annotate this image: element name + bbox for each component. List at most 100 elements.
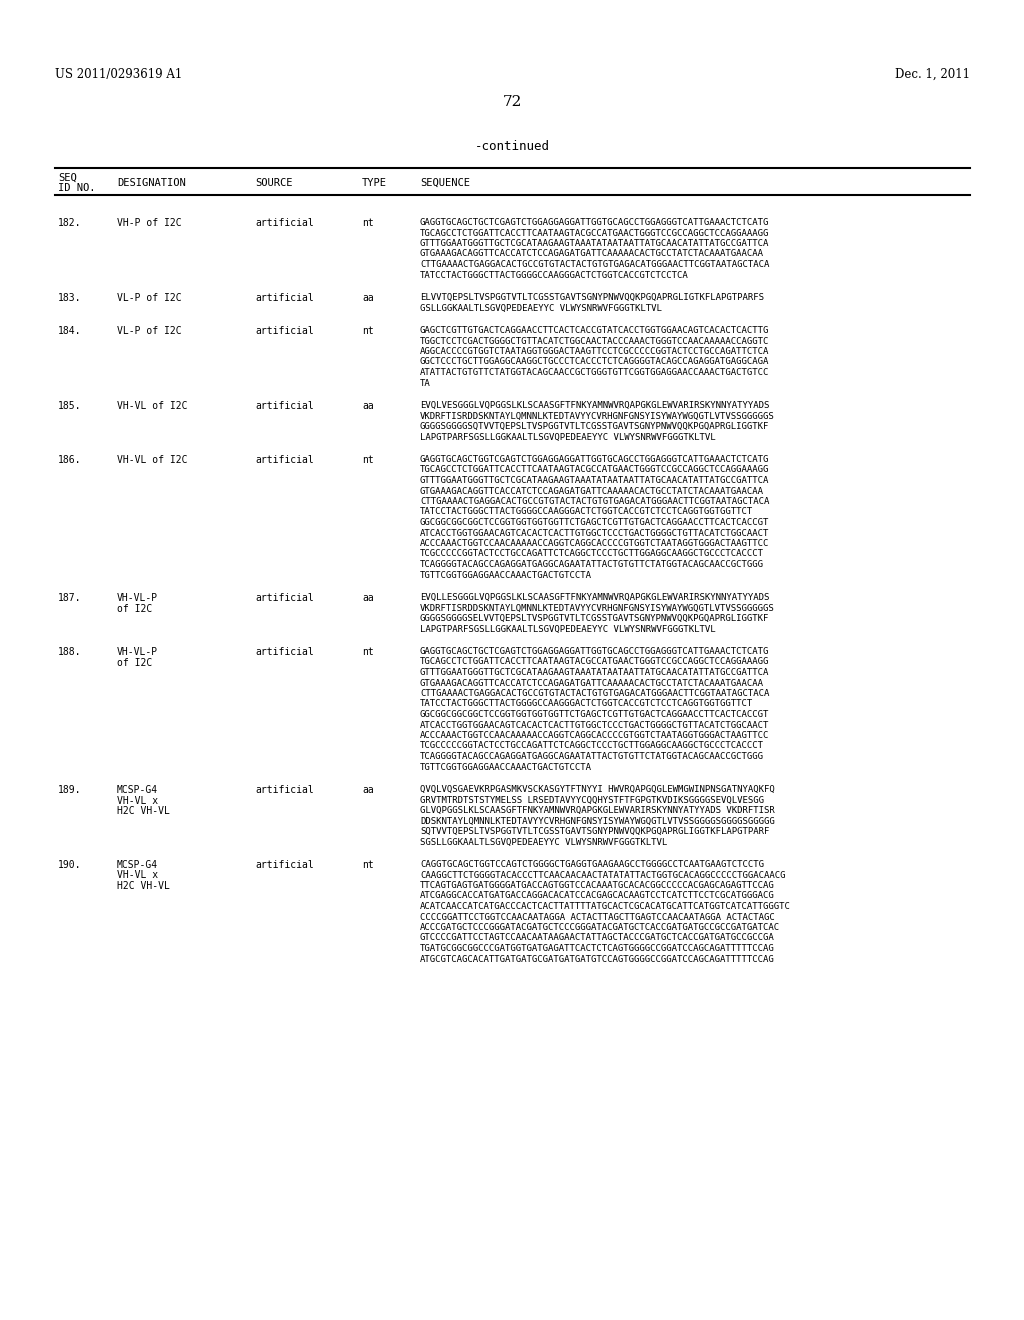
Text: MCSP-G4: MCSP-G4 <box>117 785 158 795</box>
Text: 183.: 183. <box>58 293 82 304</box>
Text: ATATTACTGTGTTCTATGGTACAGCAACCGCTGGGTGTTCGGTGGAGGAACCAAACTGACTGTCC: ATATTACTGTGTTCTATGGTACAGCAACCGCTGGGTGTTC… <box>420 368 769 378</box>
Text: LAPGTPARFSGSLLGGKAALTLSGVQPEDEAEYYC VLWYSNRWVFGGGTKLTVL: LAPGTPARFSGSLLGGKAALTLSGVQPEDEAEYYC VLWY… <box>420 624 716 634</box>
Text: of I2C: of I2C <box>117 603 153 614</box>
Text: VH-VL of I2C: VH-VL of I2C <box>117 455 187 465</box>
Text: CTTGAAAACTGAGGACACTGCCGTGTACTACTGTGTGAGACATGGGAACTTCGGTAATAGCTACA: CTTGAAAACTGAGGACACTGCCGTGTACTACTGTGTGAGA… <box>420 498 769 506</box>
Text: MCSP-G4: MCSP-G4 <box>117 861 158 870</box>
Text: nt: nt <box>362 326 374 337</box>
Text: EVQLVESGGGLVQPGGSLKLSCAASGFTFNKYAMNWVRQAPGKGLEWVARIRSKYNNYATYYADS: EVQLVESGGGLVQPGGSLKLSCAASGFTFNKYAMNWVRQA… <box>420 401 769 411</box>
Text: 189.: 189. <box>58 785 82 795</box>
Text: H2C VH-VL: H2C VH-VL <box>117 880 170 891</box>
Text: nt: nt <box>362 455 374 465</box>
Text: VL-P of I2C: VL-P of I2C <box>117 293 181 304</box>
Text: TCAGGGGTACAGCCAGAGGATGAGGCAGAATATTACTGTGTTCTATGGTACAGCAACCGCTGGG: TCAGGGGTACAGCCAGAGGATGAGGCAGAATATTACTGTG… <box>420 560 764 569</box>
Text: ATCACCTGGTGGAACAGTCACACTCACTTGTGGCTCCCTGACTGGGGCTGTTACATCTGGCAACT: ATCACCTGGTGGAACAGTCACACTCACTTGTGGCTCCCTG… <box>420 528 769 537</box>
Text: QVQLVQSGAEVKRPGASMKVSCKASGYTFTNYYI HWVRQAPGQGLEWMGWINPNSGATNYAQKFQ: QVQLVQSGAEVKRPGASMKVSCKASGYTFTNYYI HWVRQ… <box>420 785 775 795</box>
Text: of I2C: of I2C <box>117 657 153 668</box>
Text: aa: aa <box>362 293 374 304</box>
Text: TYPE: TYPE <box>362 178 387 187</box>
Text: TATCCTACTGGGCTTACTGGGGCCAAGGGACTCTGGTCACCGTCTCCTCAGGTGGTGGTTCT: TATCCTACTGGGCTTACTGGGGCCAAGGGACTCTGGTCAC… <box>420 700 754 709</box>
Text: VH-P of I2C: VH-P of I2C <box>117 218 181 228</box>
Text: TGGCTCCTCGACTGGGGCTGTTACATCTGGCAACTACCCAAACTGGGTCCAACAAAAACCAGGTC: TGGCTCCTCGACTGGGGCTGTTACATCTGGCAACTACCCA… <box>420 337 769 346</box>
Text: -continued: -continued <box>474 140 550 153</box>
Text: GGCGGCGGCGGCTCCGGTGGTGGTGGTTCTGAGCTCGTTGTGACTCAGGAACCTTCACTCACCGT: GGCGGCGGCGGCTCCGGTGGTGGTGGTTCTGAGCTCGTTG… <box>420 517 769 527</box>
Text: DDSKNTAYLQMNNLKTEDTAVYYCVRHGNFGNSYISYWAYWGQGTLVTVSSGGGGSGGGGSGGGGG: DDSKNTAYLQMNNLKTEDTAVYYCVRHGNFGNSYISYWAY… <box>420 817 775 825</box>
Text: GAGGTGCAGCTGCTCGAGTCTGGAGGAGGATTGGTGCAGCCTGGAGGGTCATTGAAACTCTCATG: GAGGTGCAGCTGCTCGAGTCTGGAGGAGGATTGGTGCAGC… <box>420 647 769 656</box>
Text: VH-VL x: VH-VL x <box>117 870 158 880</box>
Text: ACCCAAACTGGTCCAACAAAAACCAGGTCAGGCACCCCGTGGTCTAATAGGTGGGACTAAGTTCC: ACCCAAACTGGTCCAACAAAAACCAGGTCAGGCACCCCGT… <box>420 539 769 548</box>
Text: H2C VH-VL: H2C VH-VL <box>117 807 170 816</box>
Text: ATGCGTCAGCACATTGATGATGCGATGATGATGTCCAGTGGGGCCGGATCCAGCAGATTTTTCCAG: ATGCGTCAGCACATTGATGATGCGATGATGATGTCCAGTG… <box>420 954 775 964</box>
Text: 186.: 186. <box>58 455 82 465</box>
Text: TTCAGTGAGTGATGGGGATGACCAGTGGTCCACAAATGCACACGGCCCCCACGAGCAGAGTTCCAG: TTCAGTGAGTGATGGGGATGACCAGTGGTCCACAAATGCA… <box>420 880 775 890</box>
Text: GAGGTGCAGCTGGTCGAGTCTGGAGGAGGATTGGTGCAGCCTGGAGGGTCATTGAAACTCTCATG: GAGGTGCAGCTGGTCGAGTCTGGAGGAGGATTGGTGCAGC… <box>420 455 769 465</box>
Text: artificial: artificial <box>255 455 313 465</box>
Text: ID NO.: ID NO. <box>58 183 95 193</box>
Text: GGCGGCGGCGGCTCCGGTGGTGGTGGTTCTGAGCTCGTTGTGACTCAGGAACCTTCACTCACCGT: GGCGGCGGCGGCTCCGGTGGTGGTGGTTCTGAGCTCGTTG… <box>420 710 769 719</box>
Text: CAGGTGCAGCTGGTCCAGTCTGGGGCTGAGGTGAAGAAGCCTGGGGCCTCAATGAAGTCTCCTG: CAGGTGCAGCTGGTCCAGTCTGGGGCTGAGGTGAAGAAGC… <box>420 861 764 869</box>
Text: artificial: artificial <box>255 401 313 411</box>
Text: artificial: artificial <box>255 593 313 603</box>
Text: nt: nt <box>362 218 374 228</box>
Text: CTTGAAAACTGAGGACACTGCCGTGTACTACTGTGTGAGACATGGGAACTTCGGTAATAGCTACA: CTTGAAAACTGAGGACACTGCCGTGTACTACTGTGTGAGA… <box>420 689 769 698</box>
Text: GGGGSGGGGSQTVVTQEPSLTVSPGGTVTLTCGSSTGAVTSGNYPNWVQQKPGQAPRGLIGGTKF: GGGGSGGGGSQTVVTQEPSLTVSPGGTVTLTCGSSTGAVT… <box>420 422 769 432</box>
Text: SGSLLGGKAALTLSGVQPEDEAEYYC VLWYSNRWVFGGGTKLTVL: SGSLLGGKAALTLSGVQPEDEAEYYC VLWYSNRWVFGGG… <box>420 837 668 846</box>
Text: AGGCACCCCGTGGTCTAATAGGTGGGACTAAGTTCCTCGCCCCCGGTACTCCTGCCAGATTCTCA: AGGCACCCCGTGGTCTAATAGGTGGGACTAAGTTCCTCGC… <box>420 347 769 356</box>
Text: LAPGTPARFSGSLLGGKAALTLSGVQPEDEAEYYC VLWYSNRWVFGGGTKLTVL: LAPGTPARFSGSLLGGKAALTLSGVQPEDEAEYYC VLWY… <box>420 433 716 441</box>
Text: GSLLGGKAALTLSGVQPEDEAEYYC VLWYSNRWVFGGGTKLTVL: GSLLGGKAALTLSGVQPEDEAEYYC VLWYSNRWVFGGGT… <box>420 304 662 313</box>
Text: GTGAAAGACAGGTTCACCATCTCCAGAGATGATTCAAAAACACTGCCTATCTACAAATGAACAA: GTGAAAGACAGGTTCACCATCTCCAGAGATGATTCAAAAA… <box>420 249 764 259</box>
Text: TA: TA <box>420 379 431 388</box>
Text: aa: aa <box>362 401 374 411</box>
Text: GGGGSGGGGSELVVTQEPSLTVSPGGTVTLTCGSSTGAVTSGNYPNWVQQKPGQAPRGLIGGTKF: GGGGSGGGGSELVVTQEPSLTVSPGGTVTLTCGSSTGAVT… <box>420 614 769 623</box>
Text: CAAGGCTTCTGGGGTACACCCTTCAACAACAACTATATATTACTGGTGCACAGGCCCCCTGGACAACG: CAAGGCTTCTGGGGTACACCCTTCAACAACAACTATATAT… <box>420 870 785 879</box>
Text: GTTTGGAATGGGTTGCTCGCATAAGAAGTAAATATAATAATTATGCAACATATTATGCCGATTCA: GTTTGGAATGGGTTGCTCGCATAAGAAGTAAATATAATAA… <box>420 477 769 484</box>
Text: EVQLLESGGGLVQPGGSLKLSCAASGFTFNKYAMNWVRQAPGKGLEWVARIRSKYNNYATYYADS: EVQLLESGGGLVQPGGSLKLSCAASGFTFNKYAMNWVRQA… <box>420 593 769 602</box>
Text: artificial: artificial <box>255 647 313 657</box>
Text: GRVTMTRDTSTSTYMELSS LRSEDTAVYYCQQHYSTFTFGPGTKVDIKSGGGGSEVQLVESGG: GRVTMTRDTSTSTYMELSS LRSEDTAVYYCQQHYSTFTF… <box>420 796 764 804</box>
Text: VKDRFTISRDDSKNTAYLQMNNLKTEDTAVYYCVRHGNFGNSYISYWAYWGQGTLVTVSSGGGGGS: VKDRFTISRDDSKNTAYLQMNNLKTEDTAVYYCVRHGNFG… <box>420 412 775 421</box>
Text: VL-P of I2C: VL-P of I2C <box>117 326 181 337</box>
Text: TGATGCGGCGGCCCGATGGTGATGAGATTCACTCTCAGTGGGGCCGGATCCAGCAGATTTTTCCAG: TGATGCGGCGGCCCGATGGTGATGAGATTCACTCTCAGTG… <box>420 944 775 953</box>
Text: TGTTCGGTGGAGGAACCAAACTGACTGTCCTA: TGTTCGGTGGAGGAACCAAACTGACTGTCCTA <box>420 763 592 771</box>
Text: 184.: 184. <box>58 326 82 337</box>
Text: 190.: 190. <box>58 861 82 870</box>
Text: TCGCCCCCGGTACTCCTGCCAGATTCTCAGGCTCCCTGCTTGGAGGCAAGGCTGCCCTCACCCT: TCGCCCCCGGTACTCCTGCCAGATTCTCAGGCTCCCTGCT… <box>420 549 764 558</box>
Text: SEQ: SEQ <box>58 173 77 183</box>
Text: TATCCTACTGGGCTTACTGGGGCCAAGGGACTCTGGTCACCGTCTCCTCA: TATCCTACTGGGCTTACTGGGGCCAAGGGACTCTGGTCAC… <box>420 271 689 280</box>
Text: SOURCE: SOURCE <box>255 178 293 187</box>
Text: artificial: artificial <box>255 293 313 304</box>
Text: TCAGGGGTACAGCCAGAGGATGAGGCAGAATATTACTGTGTTCTATGGTACAGCAACCGCTGGG: TCAGGGGTACAGCCAGAGGATGAGGCAGAATATTACTGTG… <box>420 752 764 762</box>
Text: artificial: artificial <box>255 218 313 228</box>
Text: GAGGTGCAGCTGCTCGAGTCTGGAGGAGGATTGGTGCAGCCTGGAGGGTCATTGAAACTCTCATG: GAGGTGCAGCTGCTCGAGTCTGGAGGAGGATTGGTGCAGC… <box>420 218 769 227</box>
Text: 72: 72 <box>503 95 521 110</box>
Text: GTCCCCGATTCCTAGTCCAACAATAAGAACTATTAGCTACCCGATGCTCACCGATGATGCCGCCGA: GTCCCCGATTCCTAGTCCAACAATAAGAACTATTAGCTAC… <box>420 933 775 942</box>
Text: GTTTGGAATGGGTTGCTCGCATAAGAAGTAAATATAATAATTATGCAACATATTATGCCGATTCA: GTTTGGAATGGGTTGCTCGCATAAGAAGTAAATATAATAA… <box>420 239 769 248</box>
Text: GTGAAAGACAGGTTCACCATCTCCAGAGATGATTCAAAAACACTGCCTATCTACAAATGAACAA: GTGAAAGACAGGTTCACCATCTCCAGAGATGATTCAAAAA… <box>420 487 764 495</box>
Text: GAGCTCGTTGTGACTCAGGAACCTTCACTCACCGTATCACCTGGTGGAACAGTCACACTCACTTG: GAGCTCGTTGTGACTCAGGAACCTTCACTCACCGTATCAC… <box>420 326 769 335</box>
Text: ATCACCTGGTGGAACAGTCACACTCACTTGTGGCTCCCTGACTGGGGCTGTTACATCTGGCAACT: ATCACCTGGTGGAACAGTCACACTCACTTGTGGCTCCCTG… <box>420 721 769 730</box>
Text: TGCAGCCTCTGGATTCACCTTCAATAAGTACGCCATGAACTGGGTCCGCCAGGCTCCAGGAAAGG: TGCAGCCTCTGGATTCACCTTCAATAAGTACGCCATGAAC… <box>420 228 769 238</box>
Text: ATCGAGGCACCATGATGACCAGGACACATCCACGAGCACAAGTCCTCATCTTCCTCGCATGGGACG: ATCGAGGCACCATGATGACCAGGACACATCCACGAGCACA… <box>420 891 775 900</box>
Text: nt: nt <box>362 861 374 870</box>
Text: ELVVTQEPSLTVSPGGTVTLTCGSSTGAVTSGNYPNWVQQKPGQAPRGLIGTKFLAPGTPARFS: ELVVTQEPSLTVSPGGTVTLTCGSSTGAVTSGNYPNWVQQ… <box>420 293 764 302</box>
Text: CCCCGGATTCCTGGTCCAACAATAGGA ACTACTTAGCTTGAGTCCAACAATAGGA ACTACTAGC: CCCCGGATTCCTGGTCCAACAATAGGA ACTACTTAGCTT… <box>420 912 775 921</box>
Text: SEQUENCE: SEQUENCE <box>420 178 470 187</box>
Text: GLVQPGGSLKLSCAASGFTFNKYAMNWVRQAPGKGLEWVARIRSKYNNYATYYADS VKDRFTISR: GLVQPGGSLKLSCAASGFTFNKYAMNWVRQAPGKGLEWVA… <box>420 807 775 814</box>
Text: aa: aa <box>362 785 374 795</box>
Text: ACCCAAACTGGTCCAACAAAAACCAGGTCAGGCACCCCGTGGTCTAATAGGTGGGACTAAGTTCC: ACCCAAACTGGTCCAACAAAAACCAGGTCAGGCACCCCGT… <box>420 731 769 741</box>
Text: SQTVVTQEPSLTVSPGGTVTLTCGSSTGAVTSGNYPNWVQQKPGQAPRGLIGGTKFLAPGTPARF: SQTVVTQEPSLTVSPGGTVTLTCGSSTGAVTSGNYPNWVQ… <box>420 828 769 836</box>
Text: aa: aa <box>362 593 374 603</box>
Text: nt: nt <box>362 647 374 657</box>
Text: 185.: 185. <box>58 401 82 411</box>
Text: GGCTCCCTGCTTGGAGGCAAGGCTGCCCTCACCCTCTCAGGGGTACAGCCAGAGGATGAGGCAGA: GGCTCCCTGCTTGGAGGCAAGGCTGCCCTCACCCTCTCAG… <box>420 358 769 367</box>
Text: TGCAGCCTCTGGATTCACCTTCAATAAGTACGCCATGAACTGGGTCCGCCAGGCTCCAGGAAAGG: TGCAGCCTCTGGATTCACCTTCAATAAGTACGCCATGAAC… <box>420 657 769 667</box>
Text: ACCCGATGCTCCCGGGATACGATGCTCCCGGGATACGATGCTCACCGATGATGCCGCCGATGATCAC: ACCCGATGCTCCCGGGATACGATGCTCCCGGGATACGATG… <box>420 923 780 932</box>
Text: TCGCCCCCGGTACTCCTGCCAGATTCTCAGGCTCCCTGCTTGGAGGCAAGGCTGCCCTCACCCT: TCGCCCCCGGTACTCCTGCCAGATTCTCAGGCTCCCTGCT… <box>420 742 764 751</box>
Text: GTGAAAGACAGGTTCACCATCTCCAGAGATGATTCAAAAACACTGCCTATCTACAAATGAACAA: GTGAAAGACAGGTTCACCATCTCCAGAGATGATTCAAAAA… <box>420 678 764 688</box>
Text: VH-VL-P: VH-VL-P <box>117 593 158 603</box>
Text: artificial: artificial <box>255 785 313 795</box>
Text: 187.: 187. <box>58 593 82 603</box>
Text: CTTGAAAACTGAGGACACTGCCGTGTACTACTGTGTGAGACATGGGAACTTCGGTAATAGCTACA: CTTGAAAACTGAGGACACTGCCGTGTACTACTGTGTGAGA… <box>420 260 769 269</box>
Text: artificial: artificial <box>255 326 313 337</box>
Text: Dec. 1, 2011: Dec. 1, 2011 <box>895 69 970 81</box>
